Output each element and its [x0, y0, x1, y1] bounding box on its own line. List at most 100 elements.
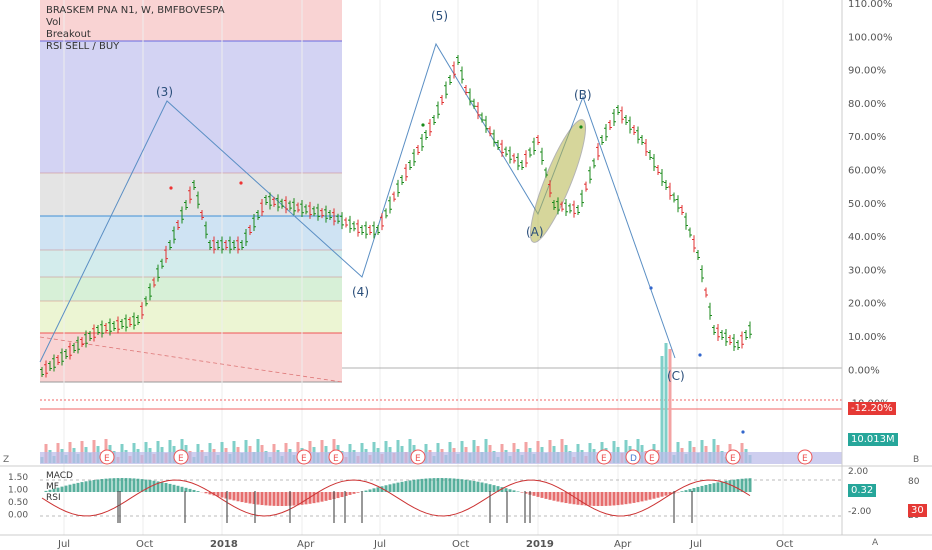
macd-histogram [312, 492, 316, 504]
bar-mode-icon[interactable]: B [913, 455, 920, 465]
macd-histogram [188, 488, 192, 492]
time-tick: 2018 [210, 539, 238, 550]
macd-histogram [112, 478, 116, 492]
fib-band [40, 277, 342, 301]
macd-histogram [740, 478, 744, 492]
event-label: E [415, 454, 421, 464]
legend-mf[interactable]: MF [46, 482, 59, 492]
macd-histogram [504, 488, 508, 492]
macd-histogram [368, 489, 372, 492]
macd-histogram [692, 487, 696, 492]
price-tick: 80.00% [848, 99, 886, 110]
macd-histogram [476, 481, 480, 492]
wave-label: (C) [667, 369, 685, 383]
macd-histogram [600, 492, 604, 506]
macd-histogram [284, 492, 288, 506]
wave-label: (B) [574, 88, 592, 102]
volume-bar [636, 439, 640, 463]
time-tick: Oct [452, 539, 469, 550]
macd-histogram [140, 479, 144, 492]
macd-histogram [572, 492, 576, 505]
volume-bar [700, 440, 704, 463]
macd-histogram [300, 492, 304, 505]
macd-histogram [556, 492, 560, 502]
macd-histogram [176, 485, 180, 492]
fib-band [40, 216, 342, 250]
macd-histogram [44, 490, 48, 492]
macd-histogram [372, 488, 376, 492]
macd-histogram [184, 487, 188, 492]
indicator-right-tick: -2.00 [848, 507, 872, 517]
macd-histogram [464, 479, 468, 492]
wave-label: (4) [352, 285, 369, 299]
macd-histogram [536, 492, 540, 497]
macd-histogram [644, 492, 648, 501]
macd-histogram [388, 484, 392, 492]
volume-tag: 10.013M [848, 433, 898, 446]
macd-histogram [696, 486, 700, 492]
macd-histogram [516, 491, 520, 492]
macd-histogram [264, 492, 268, 506]
legend-rsi-ind[interactable]: RSI [46, 493, 61, 503]
auto-scale-button[interactable]: A [872, 538, 879, 548]
event-marker [625, 449, 641, 465]
fib-band [40, 41, 342, 173]
price-tick: 110.00% [848, 0, 893, 10]
legend-vol[interactable]: Vol [46, 17, 61, 28]
macd-histogram [508, 489, 512, 492]
macd-histogram [748, 478, 752, 492]
volume-bar [624, 440, 628, 463]
time-tick: Oct [136, 539, 153, 550]
macd-histogram [680, 491, 684, 492]
event-label: E [601, 454, 607, 464]
macd-histogram [488, 484, 492, 492]
event-marker [644, 449, 660, 465]
macd-histogram [172, 484, 176, 492]
zoom-icon[interactable]: Z [3, 455, 10, 465]
macd-histogram [292, 492, 296, 506]
volume-bar [92, 440, 96, 463]
event-label: E [178, 454, 184, 464]
macd-histogram [608, 492, 612, 506]
macd-histogram [688, 489, 692, 492]
macd-histogram [712, 483, 716, 492]
event-label: E [301, 454, 307, 464]
macd-histogram [48, 489, 52, 492]
price-tick: 30.00% [848, 265, 886, 276]
price-tick: 40.00% [848, 232, 886, 243]
legend-breakout[interactable]: Breakout [46, 29, 91, 40]
macd-histogram [56, 487, 60, 492]
macd-histogram [704, 484, 708, 492]
macd-histogram [340, 492, 344, 498]
legend-macd[interactable]: MACD [46, 471, 73, 481]
macd-histogram [456, 478, 460, 492]
macd-histogram [444, 478, 448, 492]
time-tick: Apr [297, 539, 315, 550]
volume-bar [408, 439, 412, 463]
macd-histogram [124, 478, 128, 492]
macd-histogram [128, 478, 132, 492]
macd-histogram [668, 492, 672, 495]
macd-histogram [732, 479, 736, 492]
macd-histogram [716, 482, 720, 492]
macd-histogram [584, 492, 588, 506]
wave-label: (3) [156, 85, 173, 99]
macd-histogram [88, 480, 92, 492]
fib-band [40, 0, 342, 41]
volume-bar [472, 440, 476, 463]
volume-bar [244, 440, 248, 463]
macd-histogram [460, 479, 464, 492]
macd-histogram [192, 489, 196, 492]
legend-rsi[interactable]: RSI SELL / BUY [46, 41, 120, 52]
macd-histogram [628, 492, 632, 504]
macd-histogram [392, 483, 396, 492]
macd-histogram [72, 483, 76, 492]
volume-bar [484, 439, 488, 463]
macd-histogram [240, 492, 244, 503]
macd-histogram [480, 482, 484, 492]
macd-histogram [684, 490, 688, 492]
price-tick: 70.00% [848, 132, 886, 143]
macd-histogram [156, 481, 160, 492]
rsi-tick: 80 [908, 477, 920, 487]
